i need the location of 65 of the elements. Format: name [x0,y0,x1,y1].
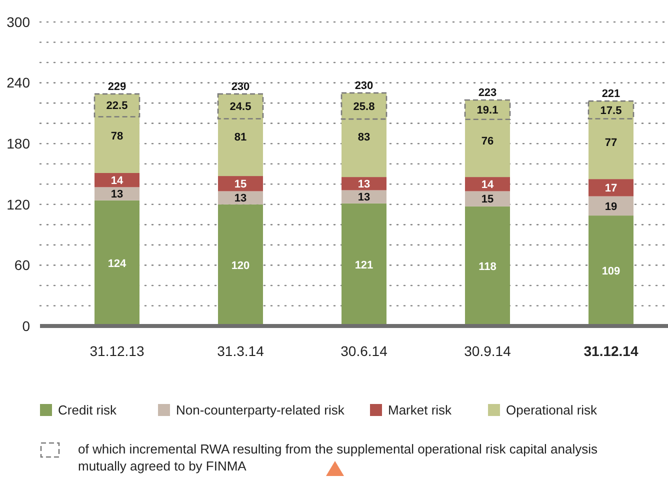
data-label: 78 [110,130,124,142]
bar [588,179,634,196]
data-label: 13 [358,178,370,190]
y-tick-label: 0 [22,318,30,334]
bar [465,100,510,178]
bar [94,200,140,326]
annotation: 25.8 [353,100,375,113]
bar [588,196,634,216]
bar [218,176,263,192]
total-label: 230 [354,80,374,92]
total-label: 230 [231,80,250,93]
data-label: 14 [481,178,494,191]
legend-label: Credit risk [58,402,118,418]
bar [465,206,510,326]
x-tick-label: 30.9.14 [464,343,512,359]
bar [94,187,140,200]
bar [342,203,386,326]
legend-label: Market risk [388,402,452,418]
text: of which incremental RWA resulting from the supplemental operational risk capital analysis mutually agreed to by FINMA [78,442,598,474]
y-tick-label: 120 [6,196,30,212]
bar [342,190,386,204]
data-label: 81 [234,132,247,144]
legend-label: Non-counterparty-related risk [176,402,345,418]
data-label: 17 [604,182,618,195]
annotation: 19.1 [476,104,498,117]
y-tick-label: 60 [14,257,30,274]
bar [465,191,510,206]
data-label: 109 [602,266,620,278]
annotation: 17.5 [600,104,622,117]
y-tick-label: 300 [6,14,30,30]
data-label: 118 [478,261,496,274]
total-label: 221 [602,88,620,100]
x-tick-label: 31.3.14 [217,343,264,359]
total-label: 229 [108,80,126,93]
x-tick-label: 31.12.13 [90,343,144,359]
data-label: 83 [358,131,370,144]
bar [218,94,263,176]
bar [94,172,140,188]
y-tick-label: 180 [6,136,30,152]
data-label: 13 [234,192,247,205]
data-label: 77 [604,137,618,150]
data-label: 13 [358,192,370,204]
data-label: 120 [231,260,250,272]
x-tick-label: 30.6.14 [340,343,388,359]
bar [588,216,634,326]
data-label: 14 [110,174,124,187]
total-label: 223 [478,87,497,100]
bar [218,204,263,326]
data-label: 121 [354,260,374,272]
bar [342,92,386,178]
data-label: 15 [234,178,247,190]
y-tick-label: 240 [6,74,30,91]
data-label: 15 [481,194,494,206]
data-label: 19 [604,200,618,213]
bar [465,177,510,192]
bar [218,191,263,204]
annotation: 22.5 [106,100,128,112]
data-label: 124 [108,258,128,270]
annotation: 24.5 [230,101,252,114]
data-label: 13 [110,188,124,201]
legend-label: Operational risk [506,402,598,418]
bar [588,101,634,180]
bar [94,94,140,173]
data-label: 76 [481,136,494,148]
x-tick-label: 31.12.14 [584,343,638,359]
